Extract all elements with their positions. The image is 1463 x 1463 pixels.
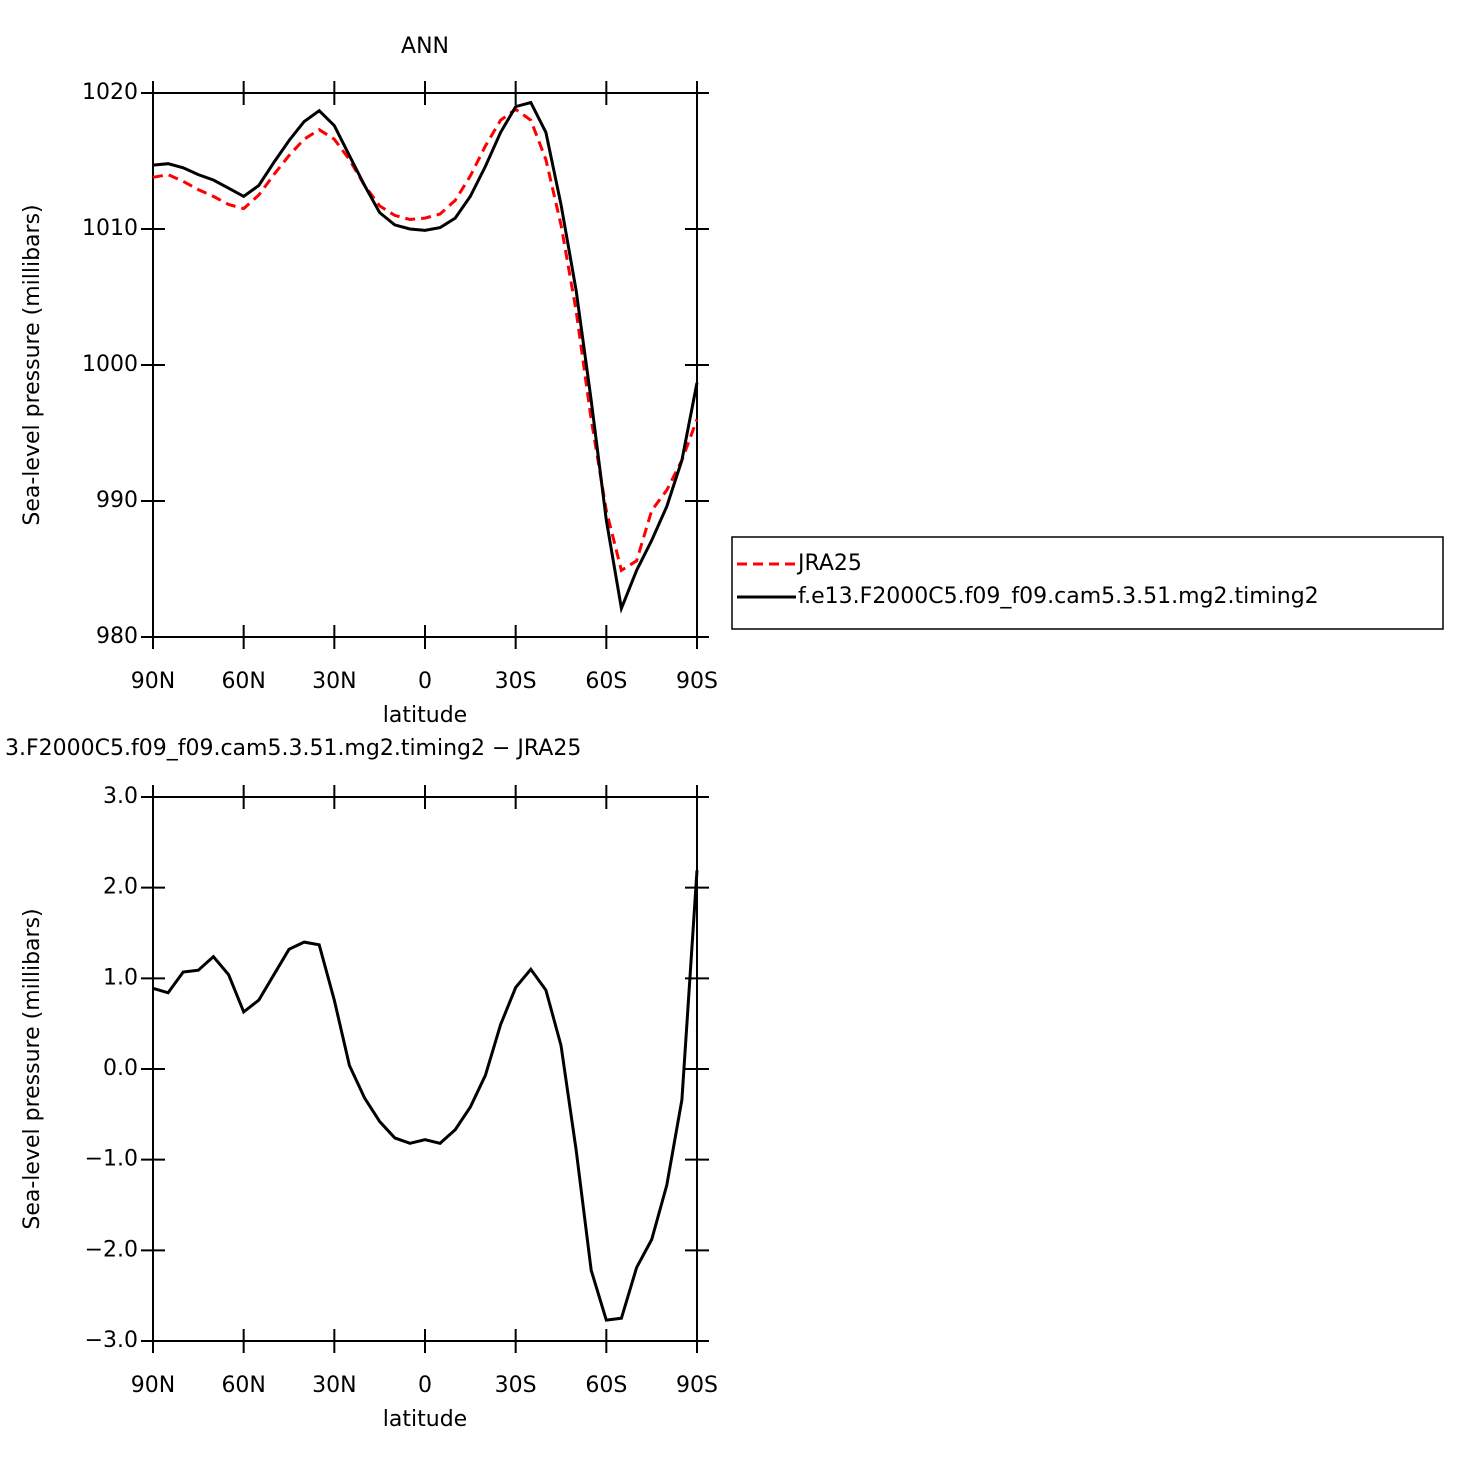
x-tick-label: 30N bbox=[312, 669, 356, 694]
x-tick-label: 0 bbox=[418, 1373, 432, 1398]
legend-label: f.e13.F2000C5.f09_f09.cam5.3.51.mg2.timi… bbox=[798, 584, 1319, 609]
series-line bbox=[152, 107, 699, 573]
y-tick-label: 1010 bbox=[82, 216, 138, 241]
y-tick-label: −1.0 bbox=[85, 1147, 138, 1172]
x-tick-label: 60S bbox=[585, 669, 627, 694]
y-tick-label: 2.0 bbox=[103, 875, 138, 900]
y-tick-label: 1.0 bbox=[103, 965, 138, 990]
x-tick-label: 90N bbox=[131, 669, 175, 694]
y-tick-label: 3.0 bbox=[103, 784, 138, 809]
x-tick-label: 30N bbox=[312, 1373, 356, 1398]
x-tick-label: 90N bbox=[131, 1373, 175, 1398]
series-line bbox=[152, 100, 699, 614]
x-tick-label: 90S bbox=[676, 669, 718, 694]
x-tick-label: 60S bbox=[585, 1373, 627, 1398]
plot-frame bbox=[152, 796, 698, 1342]
y-axis-label: Sea-level pressure (millibars) bbox=[20, 908, 45, 1229]
series-line bbox=[152, 870, 699, 1322]
chart-title: 3.F2000C5.f09_f09.cam5.3.51.mg2.timing2 … bbox=[5, 736, 581, 761]
x-tick-label: 0 bbox=[418, 669, 432, 694]
y-tick-label: −2.0 bbox=[85, 1237, 138, 1262]
y-axis-label: Sea-level pressure (millibars) bbox=[20, 204, 45, 525]
x-tick-label: 90S bbox=[676, 1373, 718, 1398]
y-tick-label: −3.0 bbox=[85, 1328, 138, 1353]
x-tick-label: 30S bbox=[495, 669, 537, 694]
x-tick-label: 60N bbox=[221, 669, 265, 694]
y-tick-label: 0.0 bbox=[103, 1056, 138, 1081]
y-tick-label: 1020 bbox=[82, 80, 138, 105]
x-tick-label: 30S bbox=[495, 1373, 537, 1398]
x-axis-label: latitude bbox=[383, 703, 467, 728]
y-tick-label: 1000 bbox=[82, 352, 138, 377]
x-axis-label: latitude bbox=[383, 1407, 467, 1432]
chart-title: ANN bbox=[401, 34, 449, 59]
legend-box bbox=[731, 536, 1444, 630]
y-tick-label: 990 bbox=[96, 488, 138, 513]
x-tick-label: 60N bbox=[221, 1373, 265, 1398]
plot-frame bbox=[152, 92, 698, 638]
y-tick-label: 980 bbox=[96, 624, 138, 649]
legend-label: JRA25 bbox=[796, 551, 862, 576]
